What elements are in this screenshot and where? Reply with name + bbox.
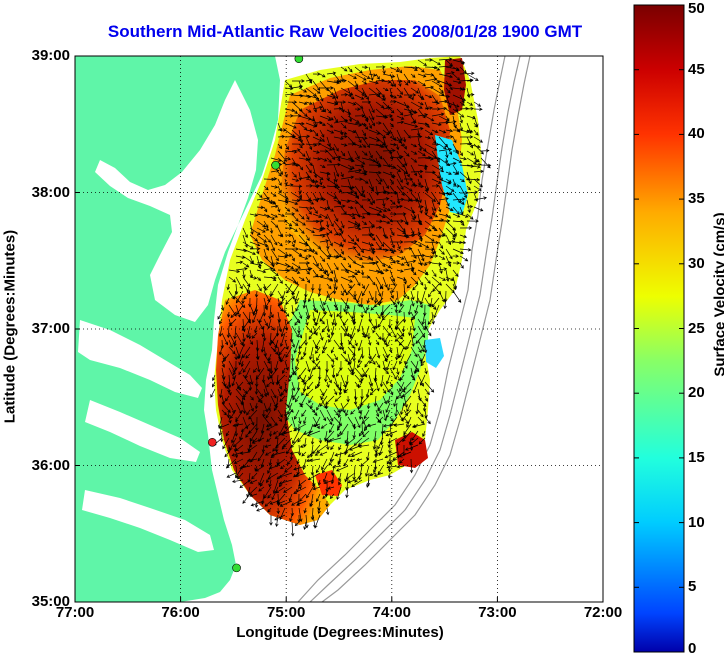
colorbar-tick-label: 25 bbox=[688, 319, 705, 337]
hf-radar-station-marker bbox=[294, 56, 304, 64]
map-grid bbox=[75, 56, 603, 602]
colorbar-tick-label: 10 bbox=[688, 513, 705, 531]
y-tick-label: 38:00 bbox=[31, 183, 70, 201]
colorbar-tick-label: 45 bbox=[688, 60, 705, 78]
colorbar bbox=[633, 4, 685, 653]
x-tick-label: 76:00 bbox=[161, 604, 200, 621]
coverage-cyan-east bbox=[425, 338, 444, 368]
y-axis-label: Latitude (Degrees:Minutes) bbox=[1, 229, 19, 424]
colorbar-label: Surface Velocity (cm/s) bbox=[711, 212, 724, 377]
y-tick-label: 36:00 bbox=[31, 456, 70, 474]
coverage-cyan-edge bbox=[435, 135, 468, 215]
coverage-south-tail bbox=[315, 470, 342, 496]
coverage-north-redstrip bbox=[444, 58, 466, 115]
x-tick-label: 77:00 bbox=[55, 604, 95, 621]
colorbar-tick-label: 5 bbox=[688, 578, 697, 596]
colorbar-tick-label: 50 bbox=[688, 0, 705, 17]
colorbar-tick-label: 0 bbox=[688, 640, 697, 657]
colorbar-tick-label: 30 bbox=[688, 254, 705, 272]
colorbar-tick-label: 20 bbox=[688, 384, 705, 402]
colorbar-tick-label: 35 bbox=[688, 190, 705, 208]
x-tick-label: 72:00 bbox=[583, 604, 623, 621]
colorbar-tick-label: 15 bbox=[688, 448, 705, 466]
land-mass bbox=[75, 56, 280, 602]
y-tick-label: 39:00 bbox=[31, 47, 70, 64]
x-axis-label: Longitude (Degrees:Minutes) bbox=[236, 624, 444, 641]
y-tick-label: 35:00 bbox=[31, 593, 70, 610]
hf-radar-station-marker bbox=[271, 160, 280, 170]
x-tick-label: 74:00 bbox=[372, 604, 411, 621]
x-tick-label: 75:00 bbox=[267, 604, 306, 621]
hf-radar-stations bbox=[207, 56, 304, 573]
colorbar-tick-label: 40 bbox=[688, 125, 705, 143]
velocity-field bbox=[210, 56, 492, 537]
y-tick-label: 37:00 bbox=[31, 320, 70, 337]
axis-tick-marks bbox=[74, 55, 604, 603]
colorbar-tick-marks bbox=[634, 4, 684, 653]
map-title: Southern Mid-Atlantic Raw Velocities 200… bbox=[107, 22, 583, 41]
hf-radar-station-marker bbox=[232, 563, 241, 573]
hf-radar-station-marker bbox=[207, 437, 217, 447]
x-tick-label: 73:00 bbox=[478, 604, 517, 621]
velocity-vectors bbox=[210, 57, 492, 537]
bathymetry-contours bbox=[297, 56, 531, 602]
